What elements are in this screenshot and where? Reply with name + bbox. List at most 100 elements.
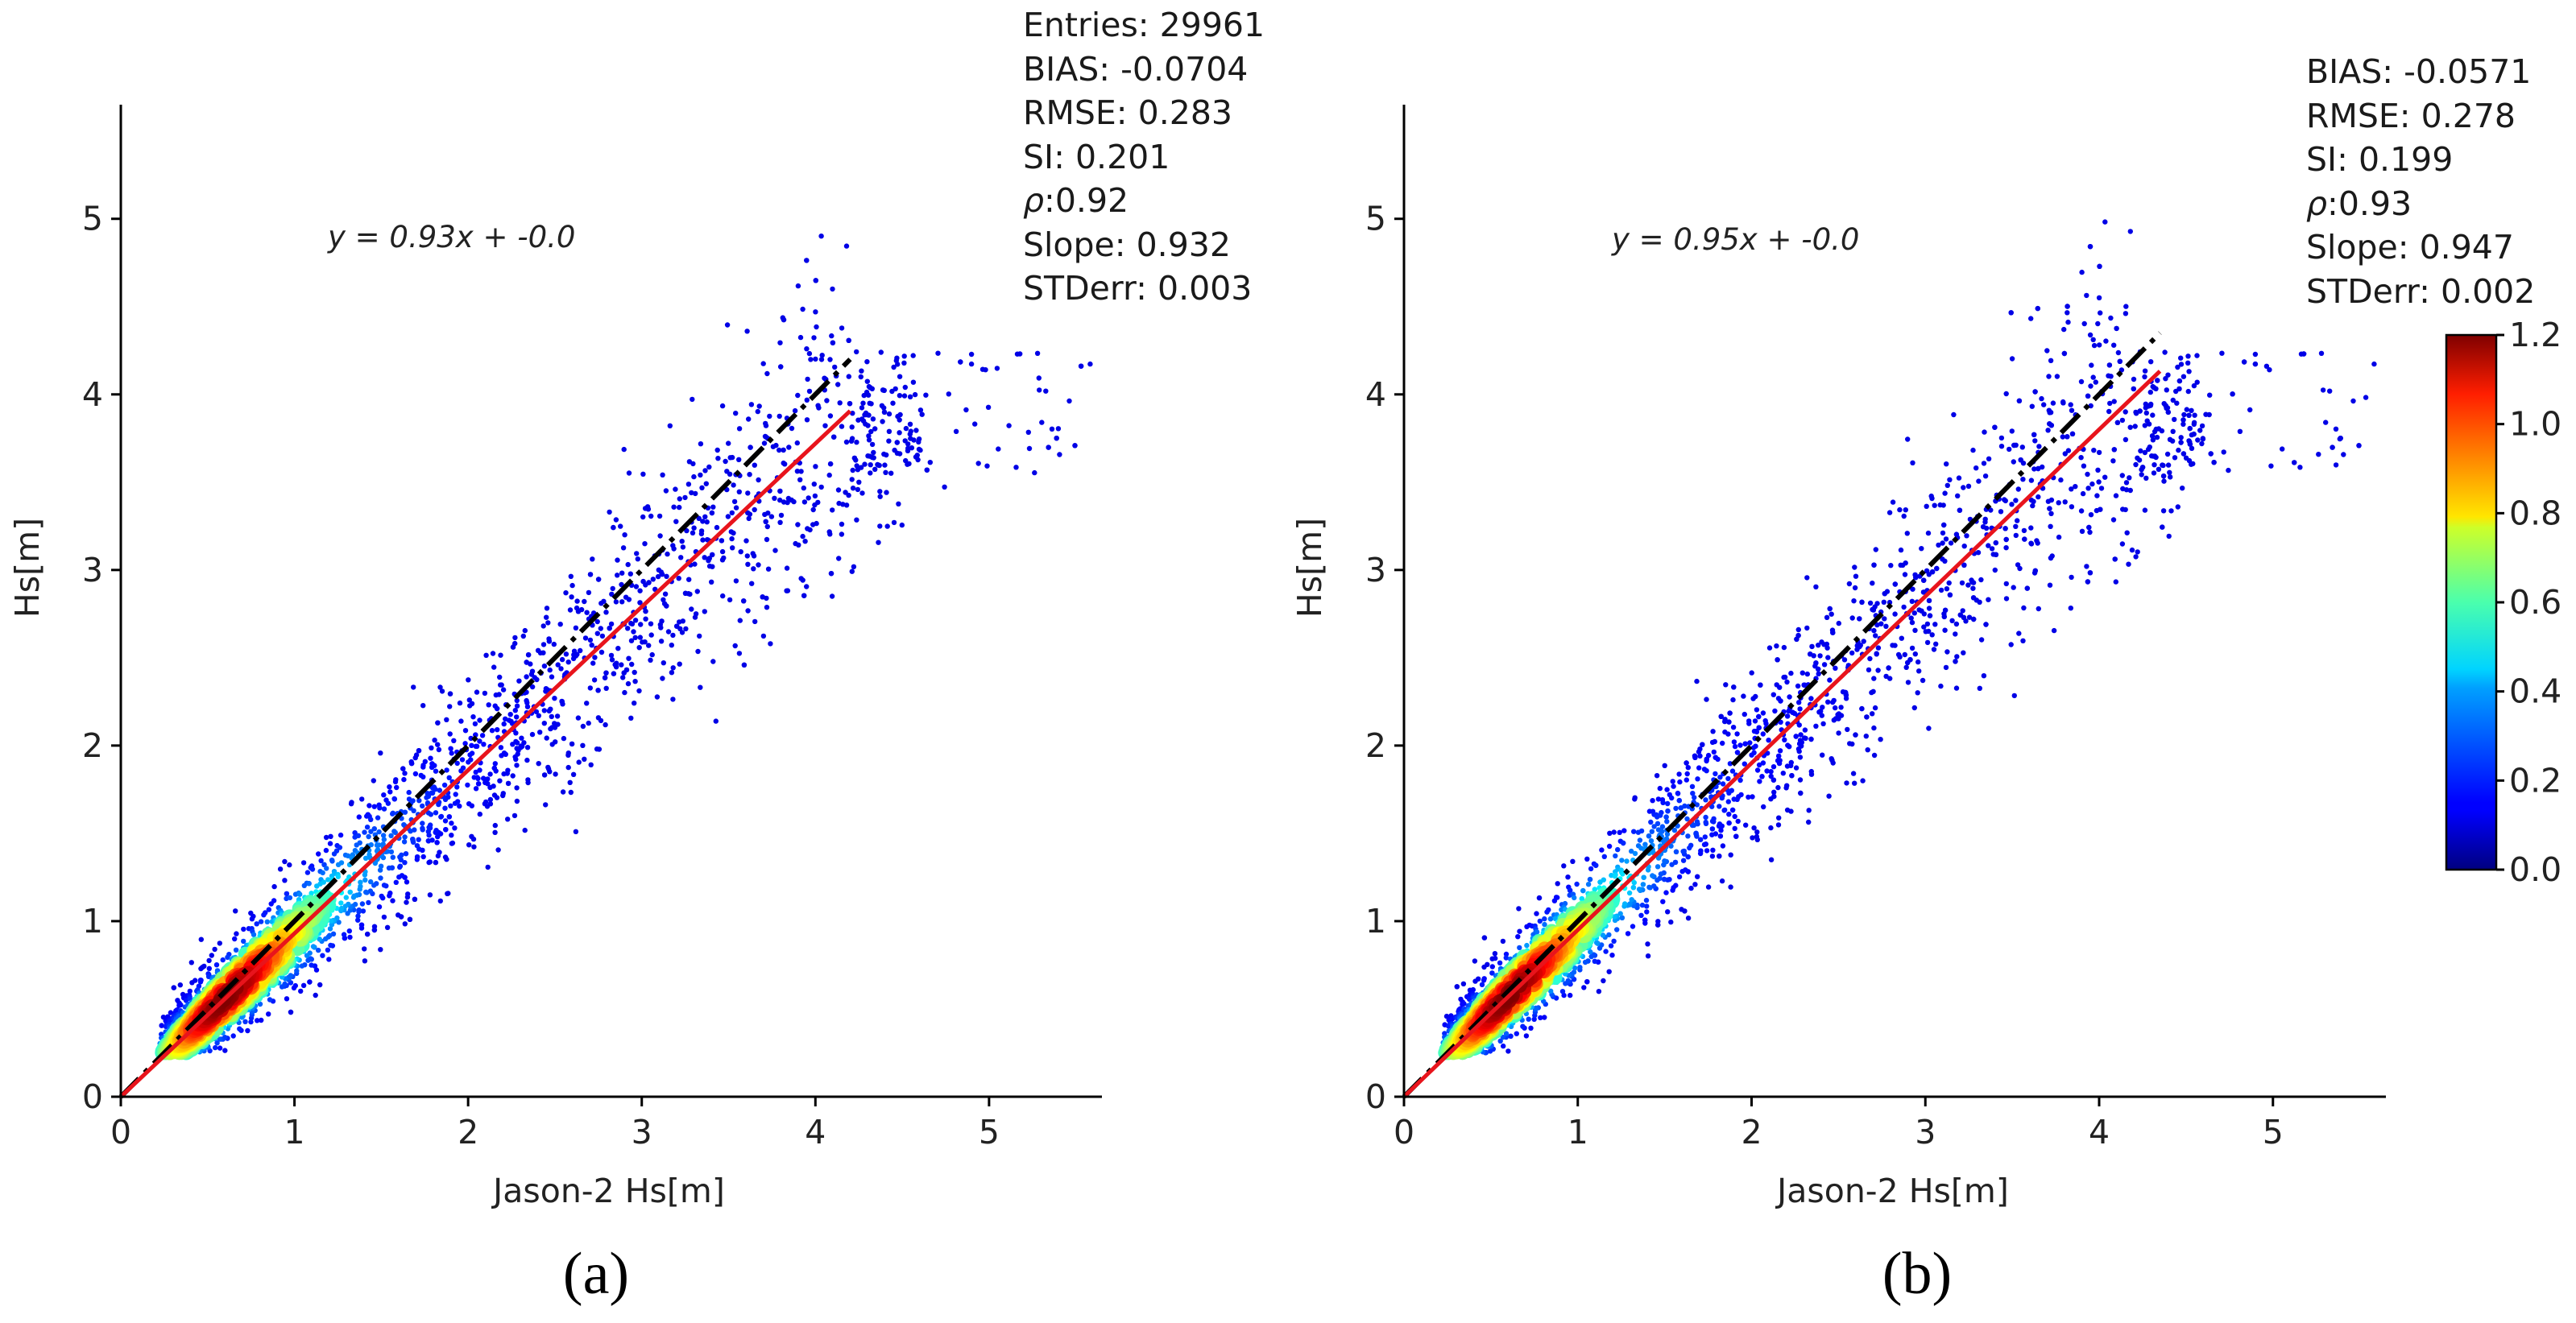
scatter-point: [736, 457, 742, 462]
scatter-point: [836, 500, 842, 506]
scatter-point: [2110, 517, 2117, 523]
scatter-point: [649, 651, 655, 658]
scatter-point: [781, 499, 787, 505]
scatter-point: [1804, 671, 1810, 677]
scatter-point: [407, 916, 413, 923]
scatter-point: [555, 662, 561, 668]
scatter-point: [818, 484, 824, 490]
scatter-point: [483, 652, 489, 658]
scatter-point: [1572, 965, 1578, 971]
scatter-point: [648, 513, 654, 519]
scatter-point: [1890, 499, 1896, 505]
scatter-point: [1006, 423, 1012, 428]
scatter-point: [594, 746, 600, 752]
scatter-point: [1684, 760, 1689, 766]
scatter-point: [2111, 447, 2117, 453]
scatter-point: [436, 746, 442, 753]
scatter-point: [663, 488, 669, 494]
scatter-point: [2160, 473, 2167, 479]
scatter-point: [725, 514, 731, 519]
scatter-point: [1827, 677, 1833, 683]
scatter-point: [518, 743, 524, 749]
scatter-point: [2211, 460, 2217, 465]
scatter-point: [812, 502, 818, 508]
scatter-point: [1931, 647, 1937, 652]
scatter-point: [482, 779, 488, 786]
scatter-point: [327, 932, 333, 939]
scatter-point: [365, 931, 371, 937]
scatter-point: [2186, 412, 2192, 418]
scatter-point: [427, 892, 433, 898]
scatter-point: [872, 466, 878, 472]
scatter-point: [1547, 916, 1554, 922]
scatter-point: [300, 860, 307, 866]
scatter-point: [612, 662, 618, 668]
scatter-point: [1797, 738, 1804, 743]
scatter-point: [387, 784, 392, 790]
scatter-point: [1541, 998, 1547, 1004]
scatter-point: [682, 590, 689, 596]
scatter-point: [1684, 777, 1689, 783]
scatter-point: [2123, 436, 2129, 443]
scatter-point: [1662, 763, 1667, 768]
scatter-point: [723, 458, 728, 465]
y-tick-label: 3: [82, 551, 103, 589]
scatter-point: [2048, 358, 2054, 363]
scatter-point: [1957, 612, 1963, 618]
scatter-point: [2097, 342, 2102, 348]
scatter-point: [1606, 969, 1612, 974]
scatter-point: [489, 728, 495, 734]
scatter-point: [736, 426, 743, 432]
scatter-point: [691, 473, 697, 480]
scatter-point: [869, 441, 876, 448]
scatter-point: [1606, 843, 1613, 850]
scatter-point: [1734, 750, 1741, 755]
scatter-point: [2131, 386, 2136, 392]
scatter-point: [615, 557, 620, 563]
scatter-point: [1859, 599, 1865, 605]
scatter-point: [1964, 533, 1969, 539]
scatter-point: [598, 649, 605, 655]
scatter-point: [2065, 319, 2071, 325]
scatter-point: [2028, 525, 2034, 531]
scatter-point: [1957, 507, 1963, 513]
scatter-point: [2078, 508, 2085, 514]
scatter-point: [804, 584, 810, 589]
scatter-point: [1809, 643, 1815, 650]
scatter-point: [405, 891, 411, 897]
scatter-point: [366, 833, 371, 840]
scatter-point: [1743, 822, 1749, 828]
scatter-point: [746, 416, 752, 422]
scatter-point: [501, 771, 507, 777]
scatter-point: [1523, 1033, 1530, 1039]
scatter-point: [368, 879, 374, 885]
scatter-point: [2133, 461, 2139, 468]
scatter-point: [317, 982, 323, 988]
scatter-point: [358, 879, 363, 885]
scatter-point: [1565, 978, 1572, 984]
scatter-point: [1875, 668, 1881, 673]
scatter-point: [1905, 680, 1911, 685]
scatter-point: [1709, 826, 1716, 832]
scatter-point: [1831, 717, 1837, 723]
scatter-point: [846, 337, 851, 343]
scatter-point: [979, 366, 986, 372]
scatter-point: [1078, 363, 1084, 369]
scatter-point: [2060, 434, 2065, 440]
scatter-point: [846, 374, 852, 379]
scatter-point: [1725, 799, 1731, 804]
scatter-point: [2085, 471, 2090, 478]
scatter-point: [794, 440, 800, 446]
scatter-point: [1869, 689, 1874, 696]
scatter-point: [543, 688, 549, 694]
scatter-point: [259, 1017, 264, 1023]
scatter-point: [1940, 502, 1946, 508]
scatter-point: [1746, 721, 1752, 726]
scatter-point: [1637, 837, 1643, 843]
scatter-point: [670, 665, 676, 671]
scatter-point: [1703, 819, 1708, 825]
scatter-point: [1697, 753, 1703, 759]
scatter-point: [2186, 369, 2192, 374]
scatter-point: [2094, 493, 2100, 498]
scatter-point: [2008, 310, 2014, 316]
